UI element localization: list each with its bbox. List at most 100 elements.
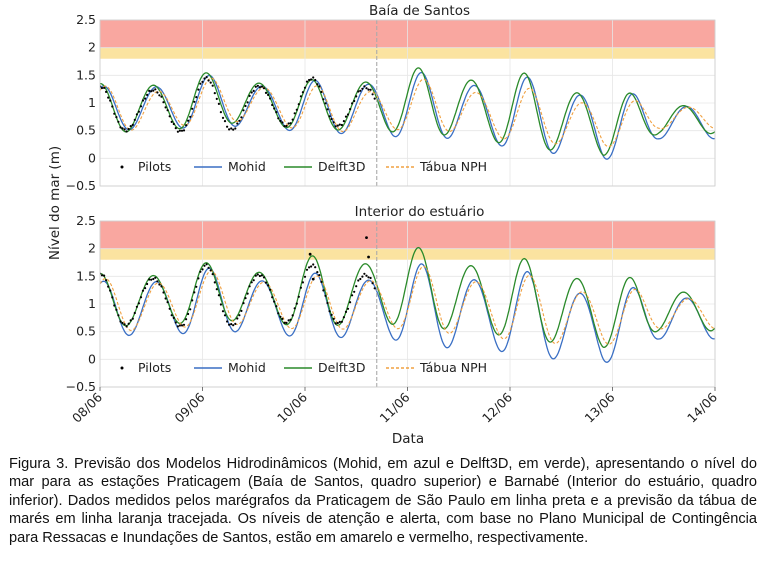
pilots-point [340, 123, 343, 127]
pilots-point [137, 302, 140, 305]
legend-label: Pilots [138, 360, 171, 375]
pilots-point [228, 323, 231, 326]
pilots-outlier-point [311, 277, 315, 281]
pilots-point [299, 286, 302, 289]
pilots-point [355, 285, 358, 288]
pilots-point [230, 127, 233, 130]
pilots-point [129, 319, 132, 322]
pilots-point [117, 120, 120, 123]
pilots-point [133, 118, 136, 121]
pilots-point [244, 297, 247, 300]
pilots-point [338, 123, 341, 126]
pilots-point [322, 289, 325, 292]
x-tick-label: 10/06 [274, 389, 310, 425]
series-mohid [100, 263, 715, 363]
legend-item-t-bua-nph: Tábua NPH [386, 159, 487, 174]
pilots-point [178, 324, 181, 327]
pilots-outlier-point [308, 252, 312, 256]
pilots-point [191, 107, 194, 110]
pilots-point [217, 294, 220, 297]
pilots-point [344, 115, 348, 118]
legend-item-mohid: Mohid [194, 159, 266, 174]
pilots-point [166, 301, 169, 304]
legend-item-t-bua-nph: Tábua NPH [386, 360, 487, 375]
pilots-point [141, 99, 145, 102]
pilots-point [117, 314, 120, 317]
pilots-point [349, 301, 352, 304]
pilots-point [252, 279, 255, 282]
pilots-point [195, 96, 198, 99]
y-axis-label: Nível do mar (m) [47, 146, 63, 260]
panel-interior-estuario: 2.5 2 1.5 1 0.5 0 −0.5 Interior do estuário Pilo… [66, 204, 716, 394]
pilots-point [369, 276, 372, 280]
pilots-point [103, 274, 106, 277]
pilots-point [334, 125, 337, 128]
pilots-point [154, 88, 157, 91]
pilots-point [115, 308, 118, 311]
pilots-point [293, 112, 296, 115]
x-axis-label: Data [392, 431, 424, 445]
pilots-point [357, 90, 360, 93]
pilots-point [244, 104, 247, 108]
pilots-point [135, 305, 138, 308]
pilots-point [232, 324, 235, 327]
pilots-point [215, 288, 218, 291]
pilots-point [125, 325, 128, 328]
pilots-point [342, 120, 345, 123]
pilots-point [365, 87, 368, 90]
pilots-point [344, 310, 348, 313]
pilots-point [182, 129, 186, 132]
pilots-point [367, 276, 370, 279]
pilots-point [369, 88, 372, 91]
pilots-point [267, 93, 270, 96]
pilots-point [205, 76, 208, 79]
pilots-point [156, 280, 159, 283]
legend-item-mohid: Mohid [194, 360, 266, 375]
legend-label: Mohid [228, 360, 266, 375]
pilots-point [170, 314, 173, 317]
pilots-point [121, 321, 124, 325]
pilots-point [316, 83, 319, 86]
pilots-point [285, 321, 288, 324]
pilots-point [230, 323, 233, 326]
pilots-point [123, 323, 126, 326]
y-tick-label: 2 [88, 40, 96, 55]
pilots-point [109, 289, 112, 292]
pilots-point [318, 274, 321, 277]
pilots-point [269, 97, 272, 100]
pilots-point [232, 128, 235, 131]
pilots-point [156, 91, 159, 94]
pilots-point [211, 273, 214, 276]
pilots-point [154, 276, 157, 279]
pilots-point [363, 85, 366, 88]
plot-frame [99, 19, 716, 187]
pilots-point [226, 320, 229, 323]
pilots-point [180, 129, 184, 132]
pilots-point [148, 278, 151, 281]
pilots-point [334, 322, 337, 325]
pilots-point [100, 274, 104, 277]
pilots-point [314, 78, 317, 82]
pilots-point [289, 122, 292, 125]
figure-caption: Figura 3. Previsão dos Modelos Hidrodinâ… [9, 456, 757, 546]
pilots-point [199, 270, 202, 273]
legend-item-delft3d: Delft3D [284, 360, 365, 375]
pilots-point [213, 281, 216, 284]
pilots-point [310, 265, 313, 268]
pilots-point [168, 115, 171, 118]
plot-series [100, 67, 715, 160]
pilots-point [172, 122, 175, 126]
pilots-point [113, 304, 116, 307]
pilots-point [336, 321, 339, 325]
pilots-point [342, 316, 345, 319]
pilots-point [260, 274, 263, 277]
pilots-point [234, 127, 237, 130]
pilots-point [133, 311, 136, 315]
pilots-point [359, 277, 362, 281]
pilots-point [197, 88, 200, 91]
pilots-point [248, 285, 251, 288]
pilots-point [125, 130, 128, 133]
pilots-point [191, 299, 194, 302]
pilots-point [146, 93, 149, 96]
y-tick-label: 1 [88, 296, 96, 311]
